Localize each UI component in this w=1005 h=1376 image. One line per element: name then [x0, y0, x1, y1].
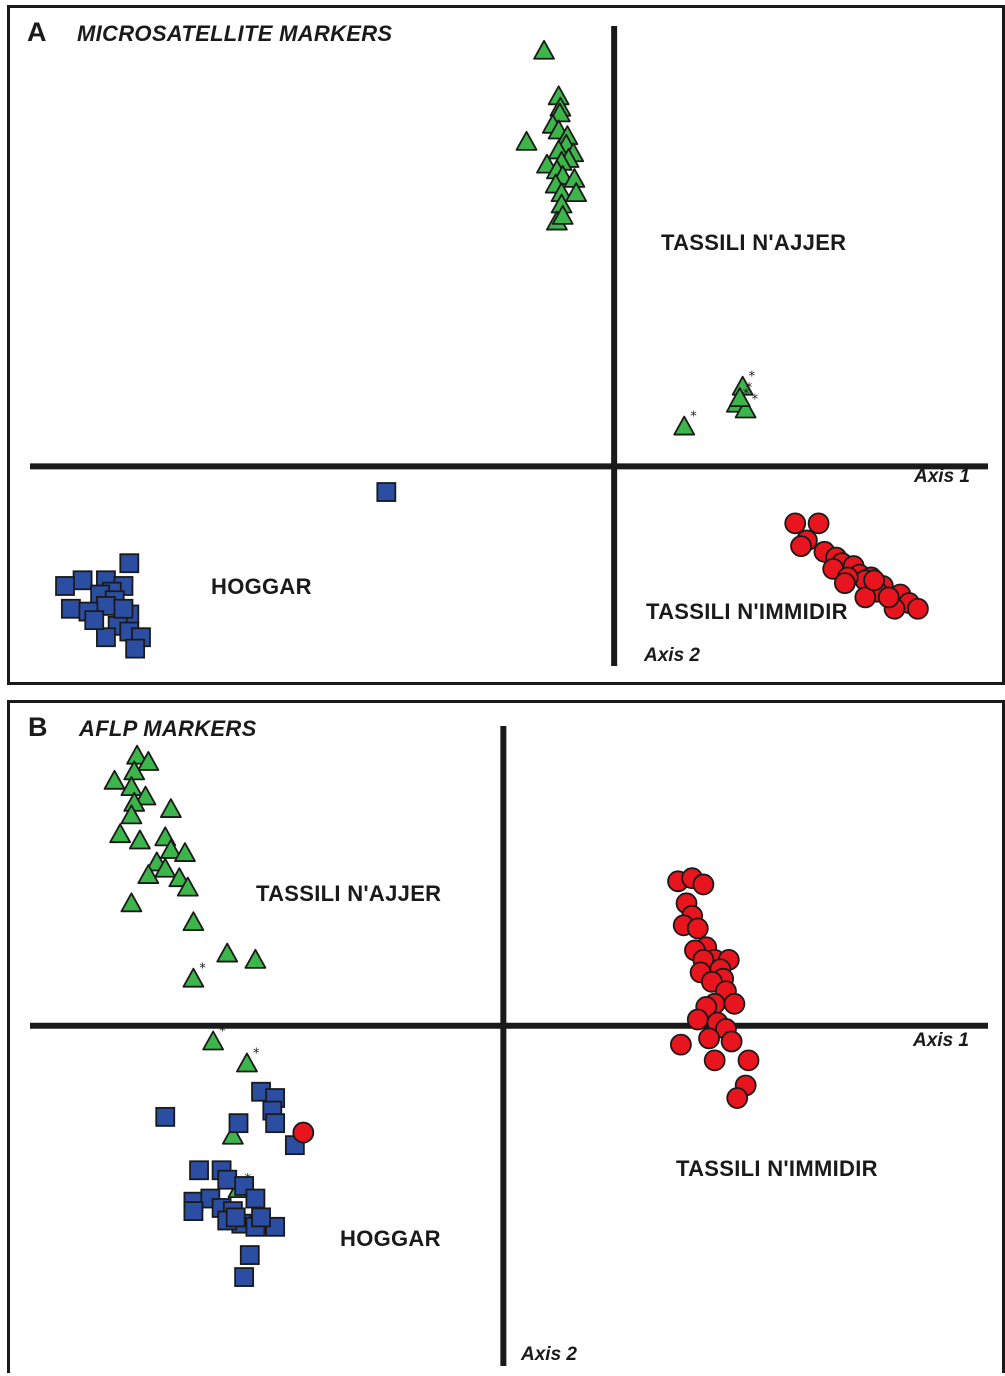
panel-a-hoggar-point: [60, 598, 81, 619]
panel-b-ajjer-point: [182, 911, 205, 932]
panel-a-star-marker: *: [746, 381, 753, 396]
panel-b-ajjer-point: [134, 785, 157, 806]
panel-a-letter: A: [27, 17, 47, 47]
panel-b-ajjer-point: [174, 842, 196, 862]
panel-b-ajjer-point: [182, 967, 205, 988]
panel-b-ajjer-point: [236, 1052, 258, 1073]
panel-b-hoggar-point: [265, 1113, 286, 1134]
panel-b-ajjer-point: [123, 760, 146, 781]
panel-b-ajjer-point: [137, 751, 160, 771]
panel-b-hoggar-point: [245, 1188, 266, 1209]
panel-a-immidir-point: [790, 535, 812, 558]
panel-b-immidir-point: [698, 1027, 720, 1050]
panel-a-immidir-point: [907, 597, 929, 620]
panel-b-immidir-point: [669, 1033, 692, 1056]
panel-b-star-marker: *: [253, 1046, 260, 1061]
panel-a-ajjer-point: [728, 387, 751, 407]
panel-a-hoggar-point: [55, 576, 75, 596]
panel-a-ajjer-point: [551, 204, 574, 225]
panel-a-hoggar-point: [125, 638, 146, 659]
panel-b-ajjer-point: [120, 776, 143, 796]
panel-b-ajjer-point: [120, 892, 143, 913]
panel-a-immidir-point: [784, 512, 807, 535]
panel-b-ajjer-point: [109, 823, 132, 844]
panel-b-immidir-point: [686, 917, 709, 940]
panel-b-ajjer-point: [137, 864, 160, 884]
panel-a-star-marker: *: [749, 370, 756, 385]
panel-a-hoggar-point: [72, 570, 93, 591]
panel-b-ajjer-point: [159, 839, 182, 859]
panel-a-hoggar-point: [96, 627, 116, 648]
panel-a-axis1-label: Axis 1: [914, 466, 970, 487]
panel-b-immidir-point: [720, 1030, 743, 1053]
panel-b-ajjer-point: [103, 769, 126, 790]
panel-a-ajjer-point: [734, 398, 757, 419]
panel-b-immidir-point: [726, 1087, 749, 1109]
panel-b-ajjer-point: [221, 1124, 244, 1145]
panel-b-ajjer-point: [126, 744, 148, 765]
panel-a-ajjer-point: [533, 39, 555, 60]
panel-b-ajjer-point: [168, 867, 191, 888]
panel-a-hoggar-point: [119, 553, 140, 574]
panel-b-title: AFLP MARKERS: [79, 716, 257, 741]
panel-b-immidir-point: [703, 1049, 726, 1072]
panel-b-ajjer-point: [159, 798, 182, 818]
panel-b-star-marker: *: [199, 962, 206, 977]
panel-b-scatter-plot: *****: [30, 726, 988, 1366]
panel-b-star-marker: *: [219, 1025, 226, 1040]
panel-b-ajjer-point: [128, 829, 151, 850]
panel-a-hoggar-label: HOGGAR: [211, 574, 312, 599]
panel-a-scatter-plot: ** ***: [30, 26, 988, 666]
panel-b-ajjer-point: [202, 1030, 225, 1051]
panel-b-letter: B: [28, 712, 48, 742]
panel-b-axis2-label: Axis 2: [521, 1344, 577, 1365]
panel-b-ajjer-point: [154, 857, 177, 878]
panel-b-ajjer-point: [216, 942, 239, 963]
panel-a-immidir-point: [807, 512, 830, 535]
panel-a-immidir-point: [863, 569, 885, 592]
panel-b-ajjer-point: [244, 948, 267, 969]
panel-a-immidir-point: [833, 572, 856, 595]
panel-b-ajjer-point: [176, 876, 199, 897]
panel-a-immidir-point: [854, 586, 877, 609]
panel-b-immidir-point: [723, 992, 746, 1015]
panel-a-title: MICROSATELLITE MARKERS: [77, 21, 393, 46]
panel-a-axis2-label: Axis 2: [644, 645, 700, 666]
panel-b-immidir-label: TASSILI N'IMMIDIR: [676, 1156, 878, 1181]
panel-a-hoggar-point: [376, 482, 397, 502]
panel-a-ajjer-label: TASSILI N'AJJER: [661, 230, 847, 255]
panel-a-frame: A MICROSATELLITE MARKERS TASSILI N'AJJER…: [7, 5, 1005, 685]
panel-b-hoggar-point: [183, 1201, 204, 1222]
panel-b-ajjer-label: TASSILI N'AJJER: [256, 881, 442, 906]
panel-a-ajjer-point: [673, 415, 696, 436]
panel-b-hoggar-point: [228, 1113, 249, 1134]
panel-b-immidir-point: [737, 1049, 760, 1072]
panel-a-ajjer-point: [565, 182, 588, 203]
panel-b-hoggar-point: [251, 1207, 271, 1228]
panel-a-hoggar-point: [84, 610, 105, 631]
panel-b-hoggar-point: [217, 1169, 238, 1190]
panel-b-hoggar-point: [225, 1207, 246, 1228]
panel-b-hoggar-point: [155, 1106, 176, 1127]
panel-b-ajjer-point: [120, 804, 143, 825]
panel-a-hoggar-point: [113, 598, 134, 619]
panel-b-hoggar-label: HOGGAR: [340, 1226, 441, 1251]
panel-b-hoggar-point: [239, 1245, 260, 1265]
panel-b-axis1-label: Axis 1: [913, 1030, 969, 1051]
panel-b-immidir-point: [686, 1008, 709, 1031]
panel-a-star-marker: *: [690, 410, 697, 425]
panel-b-hoggar-point: [189, 1160, 209, 1181]
panel-b-immidir-point: [292, 1121, 315, 1144]
panel-a-star-marker: *: [752, 392, 759, 407]
panel-a-ajjer-point: [515, 130, 538, 151]
panel-b-hoggar-point: [234, 1267, 255, 1287]
panel-a-immidir-label: TASSILI N'IMMIDIR: [646, 599, 848, 624]
panel-a-immidir-point: [877, 586, 900, 609]
panel-b-frame: B AFLP MARKERS TASSILI N'AJJER HOGGAR TA…: [7, 700, 1005, 1373]
panel-a-star-marker: *: [743, 387, 750, 402]
panel-b-immidir-point: [692, 873, 715, 896]
